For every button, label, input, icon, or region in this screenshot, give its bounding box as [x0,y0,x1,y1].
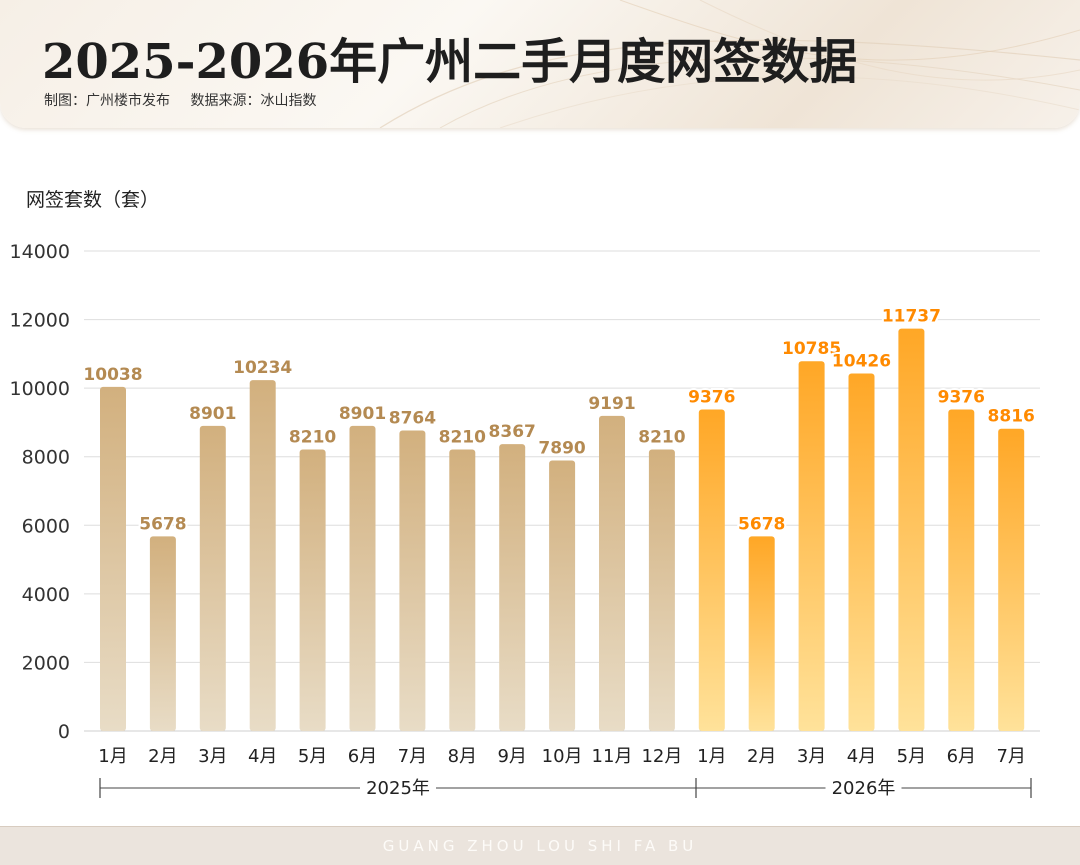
x-tick-label: 5月 [298,746,327,767]
bar [349,425,376,731]
bar [199,425,226,731]
x-tick-label: 6月 [348,746,377,767]
data-label: 10038 [83,365,142,385]
bar [599,415,625,731]
bar [149,536,176,731]
x-tick-label: 7月 [398,746,427,767]
bar [798,361,825,731]
bar [299,449,326,731]
data-label: 9376 [688,388,735,408]
bar [648,449,675,731]
data-source: 数据来源：冰山指数 [190,93,317,109]
bar [399,430,426,731]
data-label: 8764 [389,409,436,429]
data-label: 8901 [189,404,236,424]
y-axis-title: 网签套数（套） [26,189,159,211]
x-tick-label: 6月 [947,746,976,767]
subtitle: 制图：广州楼市发布 数据来源：冰山指数 [44,90,316,110]
bar [100,386,126,731]
x-tick-label: 7月 [996,746,1025,767]
data-label: 9191 [588,394,635,414]
x-tick-label: 4月 [248,746,277,767]
data-label: 8210 [638,428,685,448]
data-label: 10234 [233,358,292,378]
group-label: 2026年 [832,778,896,799]
decorative-swirl [379,0,1080,128]
bar [848,373,875,731]
y-tick-label: 0 [58,721,70,743]
x-tick-label: 9月 [497,746,526,767]
bar [549,460,576,731]
data-label: 8210 [289,428,336,448]
bar [998,428,1025,731]
maker-credit: 制图：广州楼市发布 [44,93,170,109]
y-tick-label: 4000 [22,584,70,606]
x-tick-label: 8月 [448,746,477,767]
header-banner: 2025-2026年广州二手月度网签数据 制图：广州楼市发布 数据来源：冰山指数 [0,0,1080,128]
y-tick-label: 6000 [22,515,70,537]
data-label: 8901 [339,404,386,424]
data-label: 10426 [832,352,891,372]
bar-chart: 网签套数（套） 0 2000 4000 6000 8000 10000 12000 14000 1… [10,189,1040,799]
bar [898,328,925,731]
data-label: 8367 [489,422,536,442]
x-tick-label: 2月 [747,746,776,767]
data-label: 8816 [988,407,1035,427]
bar [748,536,775,731]
x-tick-label: 10月 [542,746,583,767]
x-tick-label: 1月 [697,746,726,767]
x-tick-label: 2月 [148,746,177,767]
y-tick-label: 8000 [22,447,70,469]
x-tick-label: 11月 [592,746,633,767]
bar [698,409,725,731]
group-label: 2025年 [366,778,430,799]
y-tick-label: 12000 [10,310,70,332]
x-tick-label: 1月 [98,746,127,767]
x-tick-label: 12月 [641,746,682,767]
data-label: 8210 [439,428,486,448]
footer-banner: GUANG ZHOU LOU SHI FA BU [0,826,1080,865]
data-label: 5678 [738,514,785,534]
data-label: 7890 [538,438,585,458]
data-label: 11737 [882,307,941,327]
data-label: 10785 [782,339,841,359]
page-title: 2025-2026年广州二手月度网签数据 [42,34,858,90]
data-label: 9376 [938,388,985,408]
bar [948,409,975,731]
data-label: 5678 [139,514,186,534]
y-tick-label: 14000 [10,241,70,263]
bar [249,380,276,731]
x-tick-label: 4月 [847,746,876,767]
y-tick-label: 10000 [10,378,70,400]
y-tick-label: 2000 [22,652,70,674]
x-tick-label: 3月 [198,746,227,767]
x-tick-label: 5月 [897,746,926,767]
bar [449,449,476,731]
x-tick-label: 3月 [797,746,826,767]
bar [499,444,526,731]
